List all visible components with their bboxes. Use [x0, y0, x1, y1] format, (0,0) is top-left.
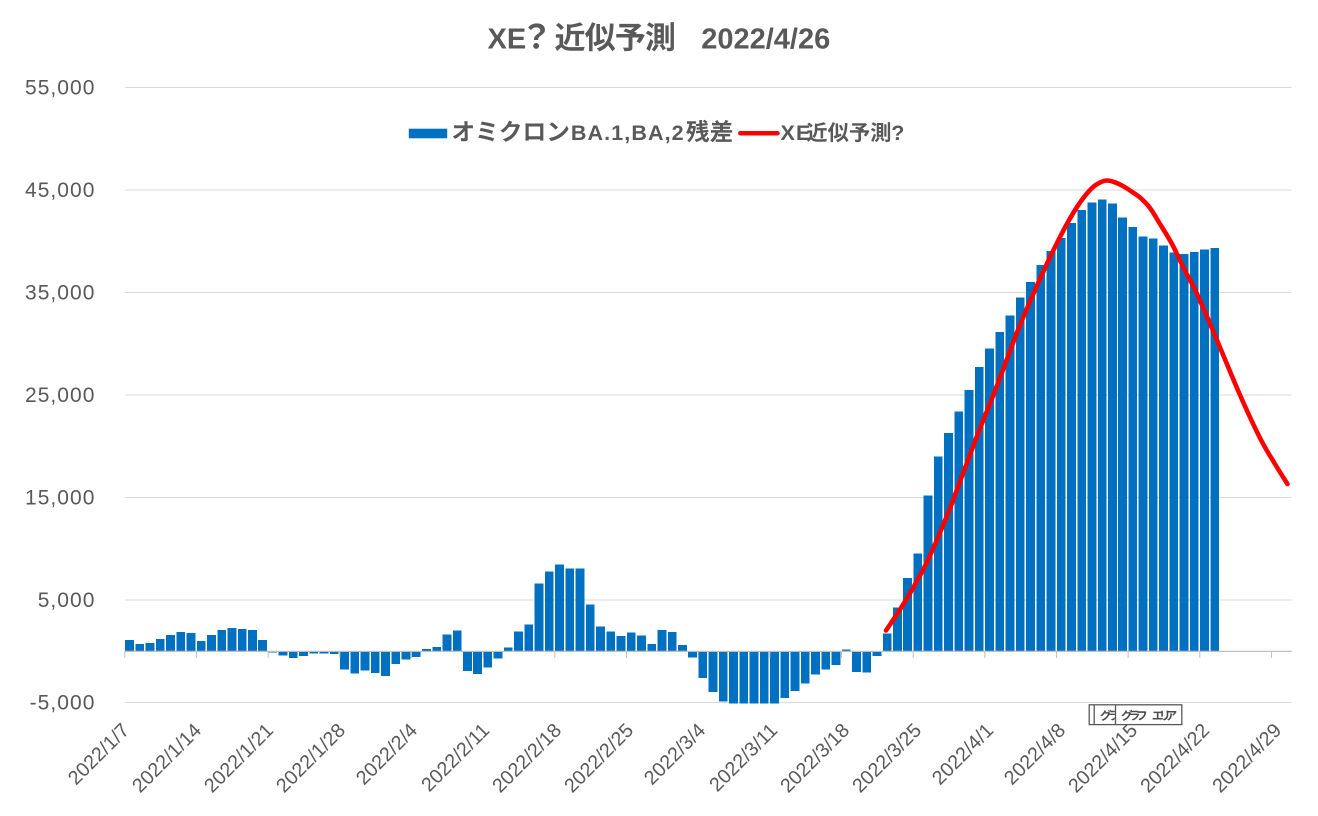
svg-text:BA.1,BA,2: BA.1,BA,2: [571, 121, 685, 145]
svg-text:XE: XE: [781, 121, 812, 145]
svg-text:25,000: 25,000: [25, 384, 96, 407]
svg-text:-5,000: -5,000: [30, 691, 96, 714]
svg-text:55,000: 55,000: [25, 76, 96, 99]
svg-text:15,000: 15,000: [25, 486, 96, 509]
svg-text:5,000: 5,000: [38, 589, 96, 612]
svg-text:45,000: 45,000: [25, 179, 96, 202]
svg-text:2022/4/26: 2022/4/26: [701, 24, 830, 56]
svg-text:XE: XE: [488, 24, 527, 56]
svg-text:?: ?: [891, 121, 905, 145]
svg-text:35,000: 35,000: [25, 281, 96, 304]
